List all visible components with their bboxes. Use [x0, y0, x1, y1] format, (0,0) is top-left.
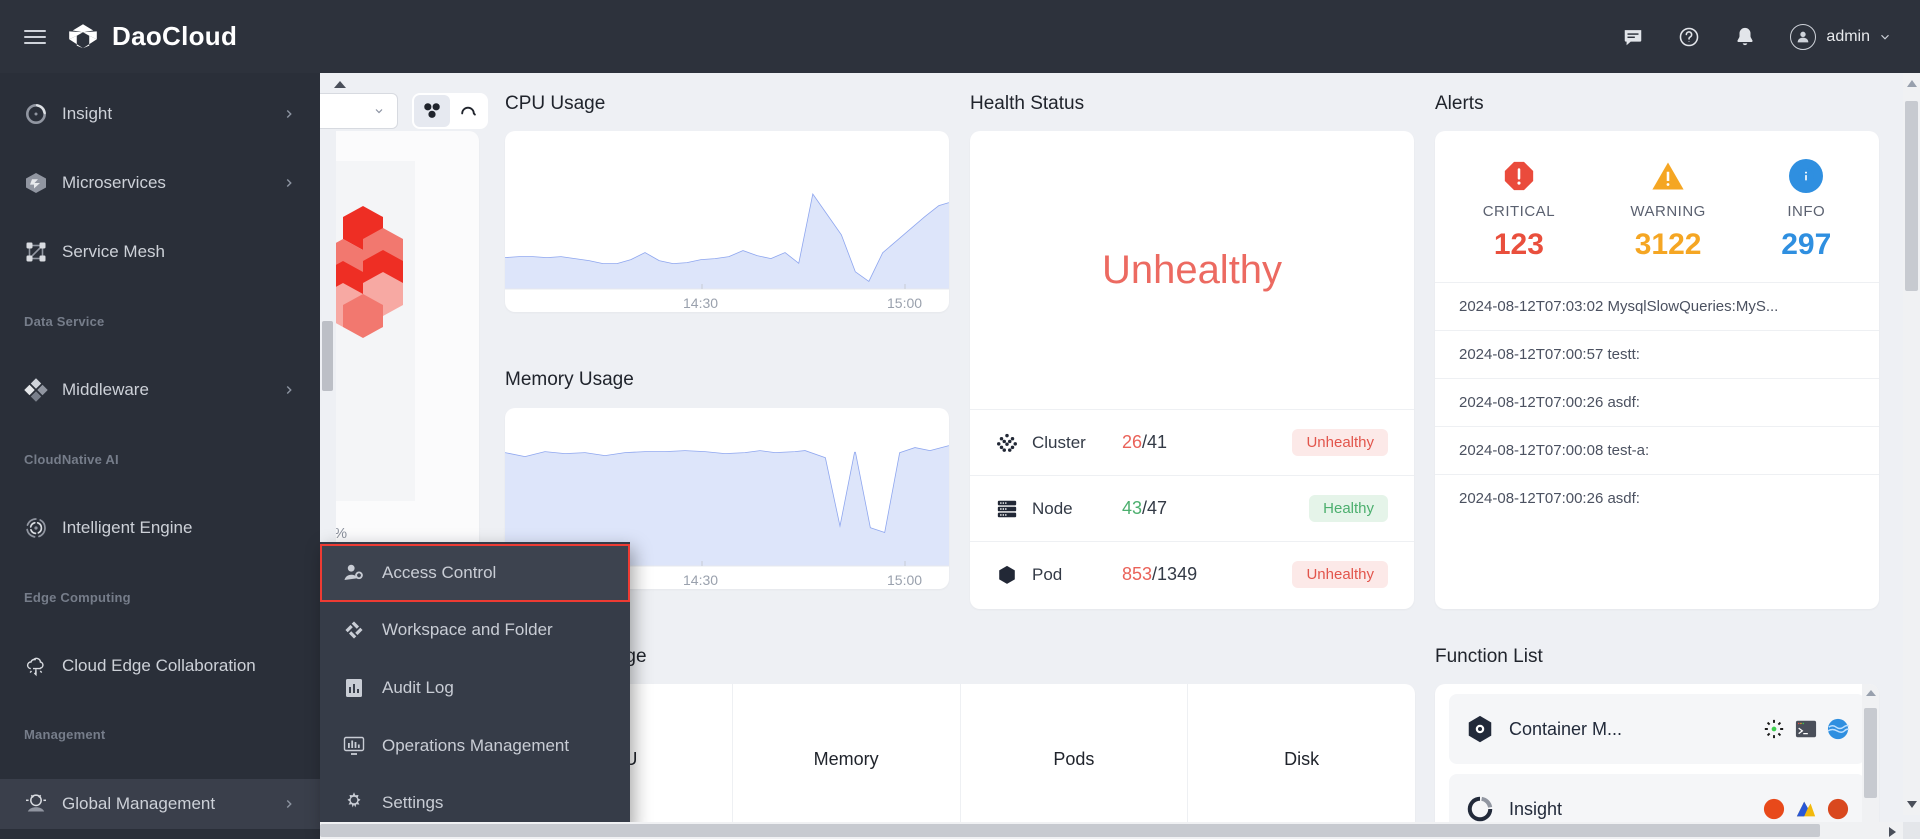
svg-text:15:00: 15:00: [887, 295, 922, 311]
svg-text:14:30: 14:30: [683, 572, 718, 588]
svg-text:15:00: 15:00: [887, 572, 922, 588]
svg-text:14:30: 14:30: [683, 295, 718, 311]
